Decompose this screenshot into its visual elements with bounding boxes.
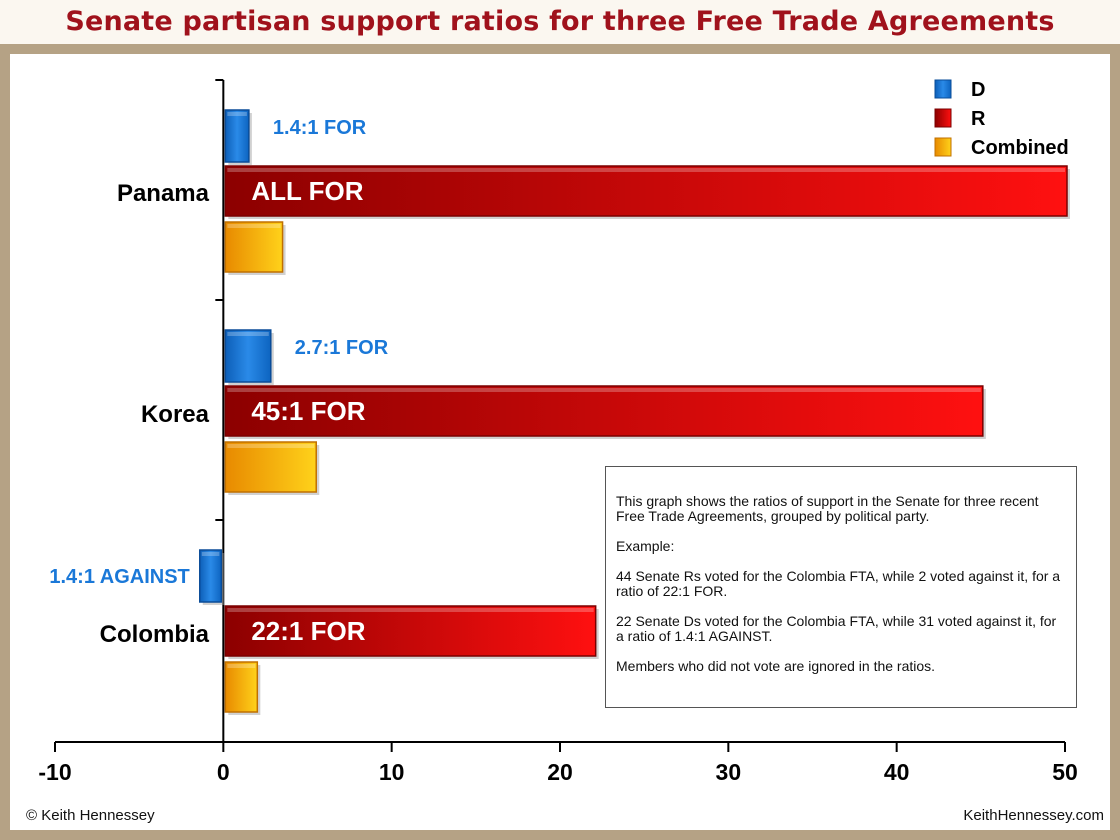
data-label: 45:1 FOR: [251, 396, 365, 426]
x-tick-label: 10: [379, 759, 405, 785]
copyright-credit: © Keith Hennessey: [26, 807, 155, 824]
legend-label: Combined: [971, 137, 1069, 159]
data-label: 1.4:1 AGAINST: [49, 566, 189, 588]
legend-label: D: [971, 79, 985, 101]
data-label: 2.7:1 FOR: [295, 337, 389, 359]
explanation-note: This graph shows the ratios of support i…: [605, 466, 1077, 708]
bar-highlight: [227, 664, 256, 668]
bar-r: [224, 605, 597, 657]
data-label: 1.4:1 FOR: [273, 117, 367, 139]
bar-highlight: [227, 332, 269, 336]
bar-highlight: [227, 168, 1066, 172]
data-label: ALL FOR: [251, 176, 363, 206]
legend-swatch-r: [934, 108, 952, 128]
data-label: 22:1 FOR: [251, 616, 365, 646]
bar-r: [224, 165, 1068, 217]
x-tick-label: 0: [217, 759, 230, 785]
x-tick-label: 40: [884, 759, 910, 785]
category-label: Korea: [141, 401, 210, 428]
bar-combined: [224, 441, 317, 493]
legend-swatch-combined: [934, 137, 952, 157]
chart-title: Senate partisan support ratios for three…: [65, 6, 1055, 37]
category-label: Panama: [117, 180, 210, 207]
bar-d: [224, 329, 272, 383]
bar-d: [224, 109, 250, 163]
note-paragraph: Members who did not vote are ignored in …: [616, 658, 936, 674]
x-tick-label: 30: [716, 759, 742, 785]
note-paragraph: This graph shows the ratios of support i…: [616, 493, 1039, 524]
x-tick-label: 20: [547, 759, 573, 785]
bar-d: [199, 549, 223, 603]
legend-label: R: [971, 108, 986, 130]
category-label: Colombia: [100, 621, 210, 648]
bar-r: [224, 385, 984, 437]
note-paragraph: Example:: [616, 538, 675, 554]
bar-highlight: [201, 552, 220, 556]
bar-highlight: [227, 444, 315, 448]
bar-highlight: [227, 608, 594, 612]
legend-swatch-d: [934, 79, 952, 99]
bar-combined: [224, 661, 259, 713]
bar-highlight: [227, 224, 281, 228]
website-credit: KeithHennessey.com: [963, 807, 1104, 824]
bar-combined: [224, 221, 284, 273]
x-tick-label: -10: [38, 759, 71, 785]
x-tick-label: 50: [1052, 759, 1078, 785]
bar-highlight: [227, 112, 247, 116]
note-paragraph: 22 Senate Ds voted for the Colombia FTA,…: [616, 613, 1057, 644]
bar-highlight: [227, 388, 981, 392]
note-paragraph: 44 Senate Rs voted for the Colombia FTA,…: [616, 568, 1061, 599]
